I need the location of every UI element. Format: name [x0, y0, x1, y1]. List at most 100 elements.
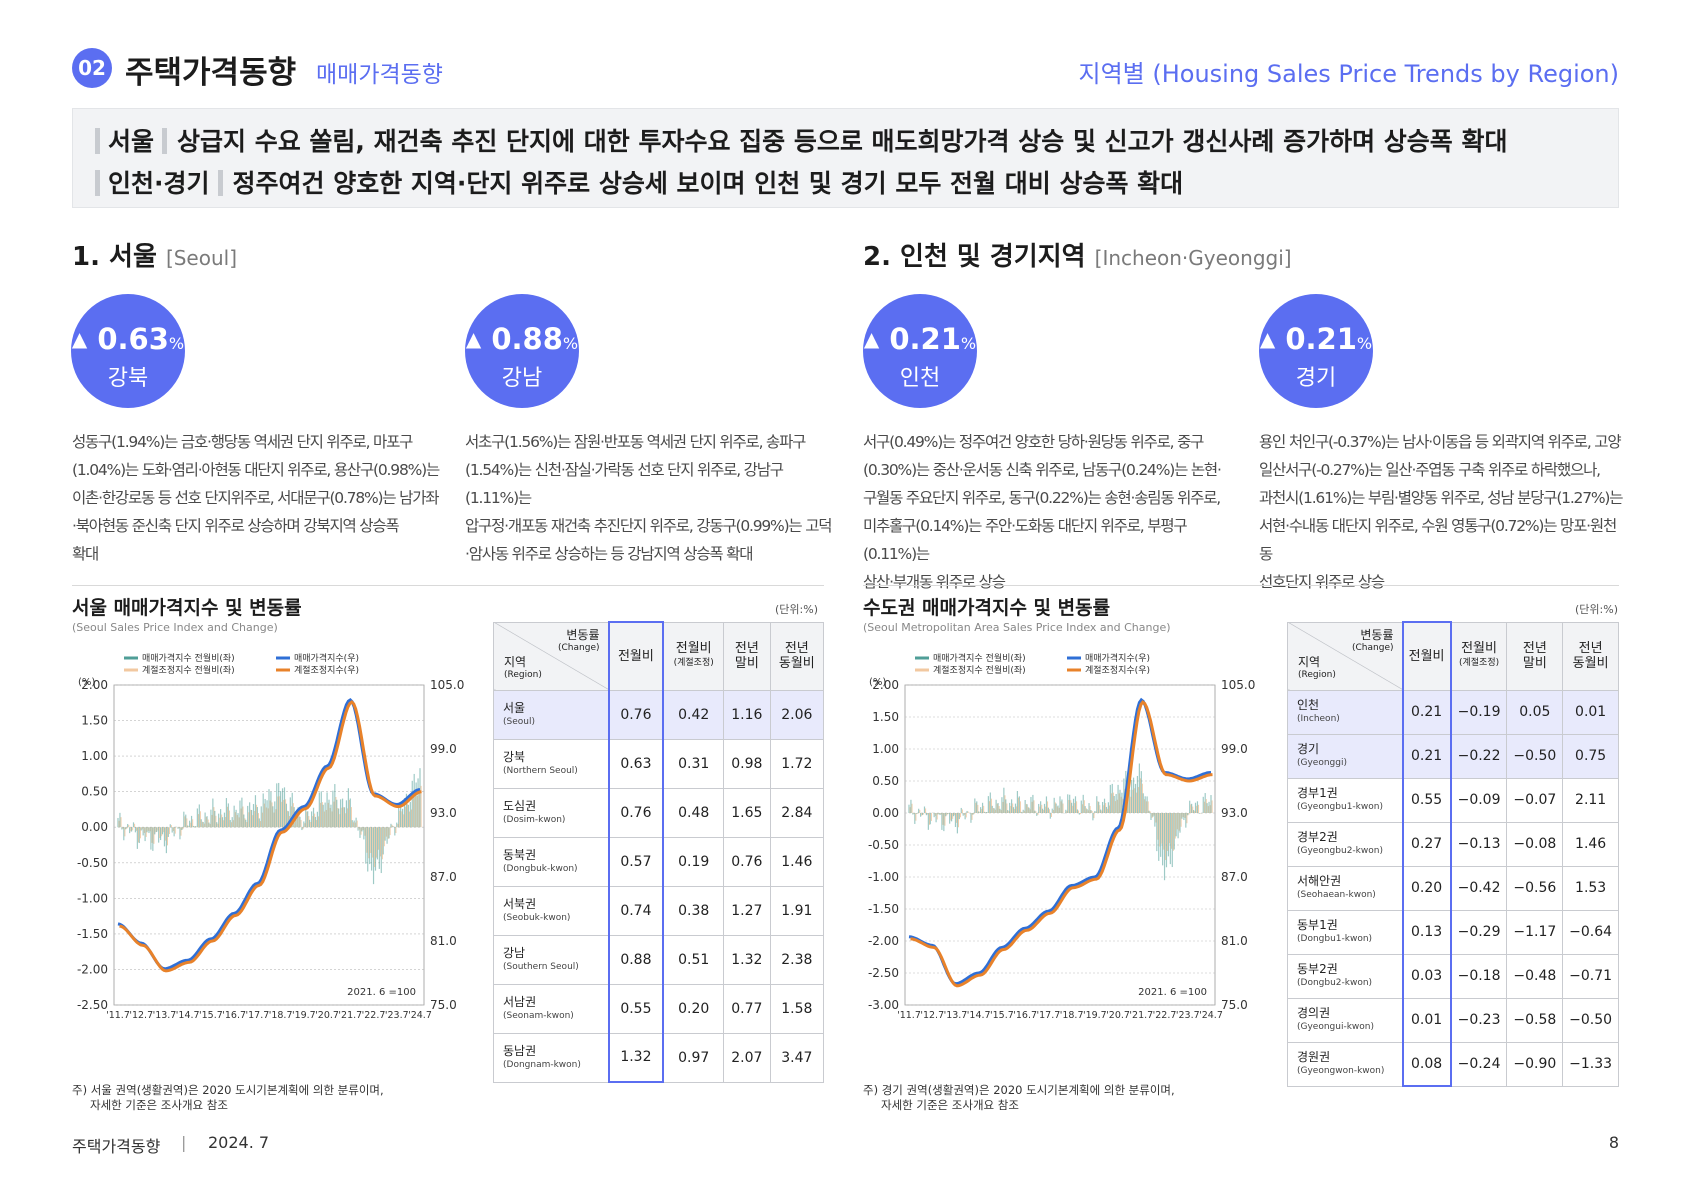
- summary-label: 인천·경기: [108, 169, 210, 198]
- y2-tick-label: 99.0: [430, 742, 457, 756]
- bar-mom-sa: [1141, 783, 1143, 813]
- bar-mom: [309, 819, 311, 828]
- bar-mom-sa: [130, 827, 132, 832]
- bar-mom-sa: [940, 813, 942, 815]
- y-tick-label: 1.50: [872, 710, 899, 724]
- bar-mom-sa: [341, 807, 343, 828]
- divider-bar: [95, 170, 100, 196]
- bar-mom-sa: [1103, 805, 1105, 813]
- change-value: ▲ 0.21%: [1259, 322, 1373, 356]
- y-tick-label: 0.50: [872, 774, 899, 788]
- header-diagonal-cell: 변동률 (Change) 지역 (Region): [493, 621, 609, 691]
- bar-mom-sa: [335, 796, 337, 828]
- bar-mom: [312, 807, 315, 828]
- y2-tick-label: 87.0: [1221, 870, 1248, 884]
- bar-mom-sa: [1132, 789, 1134, 813]
- bar-mom: [179, 827, 181, 840]
- bar-mom-sa: [1116, 799, 1118, 813]
- bar-mom-sa: [180, 827, 182, 836]
- table-row: 서북권 (Seobuk-kwon) 0.74 0.38 1.27 1.91: [493, 885, 825, 936]
- bar-mom-sa: [157, 827, 159, 831]
- section-number-badge: 02: [72, 48, 112, 88]
- bar-mom: [163, 827, 166, 847]
- bar-mom-sa: [397, 823, 399, 828]
- y2-tick-label: 75.0: [430, 998, 457, 1012]
- bar-mom: [1150, 813, 1152, 820]
- bar-mom-sa: [389, 827, 391, 836]
- table-row: 경부2권 (Gyeongbu2-kwon) 0.27 −0.13 −0.08 1.46: [1287, 821, 1619, 867]
- bar-mom-sa: [366, 827, 368, 853]
- bar-mom: [198, 804, 200, 828]
- footnote: 주) 서울 권역(생활권역)은 2020 도시기본계획에 의한 분류이며, 자세…: [72, 1083, 384, 1113]
- bar-mom-sa: [1060, 801, 1062, 813]
- divider-bar: [217, 170, 223, 196]
- bar-mom: [1036, 813, 1038, 816]
- bar-mom: [1005, 799, 1007, 813]
- bar-mom: [158, 827, 160, 843]
- bar-mom-sa: [165, 827, 167, 841]
- base-note: 2021. 6 =100: [1138, 987, 1207, 998]
- y-tick-label: 2.00: [872, 678, 899, 692]
- bar-mom-sa: [992, 807, 994, 813]
- region-label: 경기: [1295, 366, 1337, 391]
- description-line: 성동구(1.94%)는 금호·행당동 역세권 단지 위주로, 마포구: [72, 433, 413, 451]
- bar-mom: [338, 808, 340, 828]
- legend-label: 매매가격지수 전월비(좌): [142, 652, 235, 664]
- bar-mom-sa: [393, 826, 395, 828]
- bar-mom: [1183, 813, 1185, 821]
- chart-title: 서울 매매가격지수 및 변동률: [72, 597, 302, 619]
- bar-mom: [1071, 802, 1073, 813]
- bar-mom-sa: [1052, 809, 1054, 813]
- value-cell: −0.23: [1450, 997, 1508, 1043]
- bar-mom-sa: [285, 799, 287, 828]
- bar-mom-sa: [1194, 810, 1196, 813]
- bar-mom: [1043, 803, 1046, 813]
- bar-mom: [138, 827, 140, 844]
- bar-mom-sa: [250, 809, 252, 828]
- bar-mom: [291, 792, 293, 828]
- bar-mom-sa: [1010, 805, 1012, 813]
- bar-mom-sa: [1107, 808, 1109, 813]
- bar-mom-sa: [201, 821, 203, 828]
- bar-mom: [976, 801, 978, 813]
- bar-mom-sa: [963, 813, 965, 815]
- bar-mom-sa: [343, 807, 345, 828]
- value-cell: 1.32: [607, 1032, 665, 1083]
- up-triangle-icon: ▲: [71, 327, 88, 351]
- legend-label: 계절조정지수(우): [1085, 664, 1150, 676]
- value-cell: 0.38: [662, 885, 725, 936]
- y-tick-label: -1.00: [868, 870, 899, 884]
- x-tick-label: '23.7: [385, 1010, 409, 1021]
- bar-mom: [229, 820, 231, 828]
- bar-mom-sa: [414, 789, 416, 828]
- bar-mom-sa: [306, 811, 308, 828]
- bar-mom: [983, 811, 986, 813]
- value-cell: 0.88: [607, 934, 665, 985]
- bar-mom-sa: [1099, 805, 1101, 813]
- bar-mom: [1179, 813, 1181, 833]
- bar-mom-sa: [219, 817, 221, 828]
- bar-mom: [1163, 813, 1166, 881]
- bar-mom: [1096, 796, 1098, 813]
- value-cell: 1.16: [723, 689, 771, 740]
- bar-mom-sa: [410, 809, 412, 828]
- y2-tick-label: 81.0: [1221, 934, 1248, 948]
- bar-mom: [204, 812, 206, 828]
- bar-mom-sa: [936, 813, 938, 820]
- bar-mom: [1162, 813, 1164, 866]
- summary-line-incheon-gyeonggi: 인천·경기 정주여건 양호한 지역·단지 위주로 상승세 보이며 인천 및 경기 …: [95, 163, 1618, 205]
- bar-mom-sa: [378, 827, 380, 850]
- region-cell: 서해안권 (Seohaean-kwon): [1287, 865, 1403, 911]
- bar-mom: [1100, 809, 1102, 813]
- bar-mom: [351, 820, 353, 828]
- region-cell: 동북권 (Dongbuk-kwon): [493, 836, 609, 887]
- bar-mom: [227, 803, 229, 828]
- bar-mom-sa: [370, 827, 372, 854]
- bar-mom: [1103, 798, 1106, 813]
- divider: [863, 585, 1619, 586]
- bar-mom-sa: [1153, 813, 1155, 816]
- bar-mom: [401, 808, 404, 828]
- table-row: 서남권 (Seonam-kwon) 0.55 0.20 0.77 1.58: [493, 983, 825, 1034]
- bar-mom-sa: [347, 808, 349, 828]
- bar-mom: [1154, 813, 1156, 827]
